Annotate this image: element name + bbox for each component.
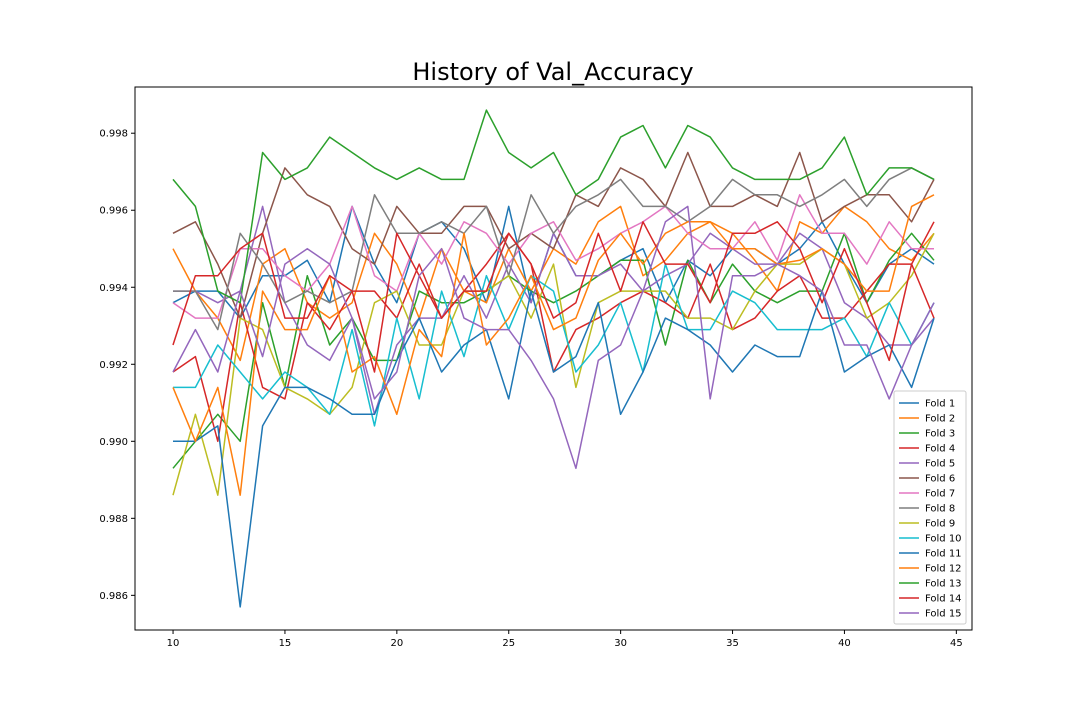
series-line-fold-13: [172, 109, 935, 304]
legend-label: Fold 14: [925, 594, 962, 605]
y-tick-label: 0.996: [99, 206, 128, 217]
y-tick-label: 0.986: [99, 591, 128, 602]
y-tick-label: 0.998: [99, 129, 128, 140]
legend-label: Fold 11: [925, 549, 962, 560]
series-line-fold-11: [173, 290, 935, 608]
series-line-fold-5: [173, 205, 935, 416]
y-tick-label: 0.990: [99, 437, 128, 448]
legend-label: Fold 13: [925, 579, 962, 590]
series-line-fold-10: [173, 263, 935, 427]
x-tick-label: 15: [279, 638, 292, 649]
series-line-fold-15: [172, 205, 935, 470]
y-tick-label: 0.988: [99, 514, 128, 525]
legend-label: Fold 1: [925, 399, 955, 410]
y-axis: 0.986 0.988 0.990 0.992 0.994 0.996 0.998: [99, 129, 135, 602]
legend-label: Fold 5: [925, 459, 955, 470]
legend-label: Fold 12: [925, 564, 962, 575]
x-tick-label: 10: [167, 638, 180, 649]
y-tick-label: 0.992: [99, 360, 128, 371]
plot-frame: [134, 86, 973, 631]
series-line-fold-14: [172, 221, 935, 373]
legend-label: Fold 15: [925, 609, 962, 620]
legend-label: Fold 8: [925, 504, 955, 515]
legend-label: Fold 2: [925, 414, 955, 425]
x-tick-label: 30: [614, 638, 627, 649]
x-tick-label: 25: [502, 638, 515, 649]
legend-label: Fold 6: [925, 474, 955, 485]
legend-label: Fold 10: [925, 534, 962, 545]
x-axis: 10 15 20 25 30 35 40 45: [167, 630, 963, 649]
y-tick-label: 0.994: [99, 283, 128, 294]
chart-title: History of Val_Accuracy: [412, 58, 693, 86]
plot-lines: [172, 109, 935, 608]
series-line-fold-12: [172, 194, 935, 496]
legend: Fold 1 Fold 2 Fold 3 Fold 4 Fold 5 Fold 6 Fold…: [893, 390, 967, 625]
legend-label: Fold 7: [925, 489, 955, 500]
legend-label: Fold 4: [925, 444, 955, 455]
series-line-fold-3: [172, 232, 935, 469]
x-tick-label: 45: [950, 638, 963, 649]
series-line-fold-7: [172, 194, 934, 319]
legend-box: [893, 390, 967, 625]
series-line-fold-9: [172, 232, 935, 496]
x-tick-label: 20: [390, 638, 403, 649]
series-line-fold-8: [173, 167, 935, 331]
legend-label: Fold 9: [925, 519, 955, 530]
x-tick-label: 40: [838, 638, 851, 649]
x-tick-label: 35: [726, 638, 739, 649]
legend-label: Fold 3: [925, 429, 955, 440]
